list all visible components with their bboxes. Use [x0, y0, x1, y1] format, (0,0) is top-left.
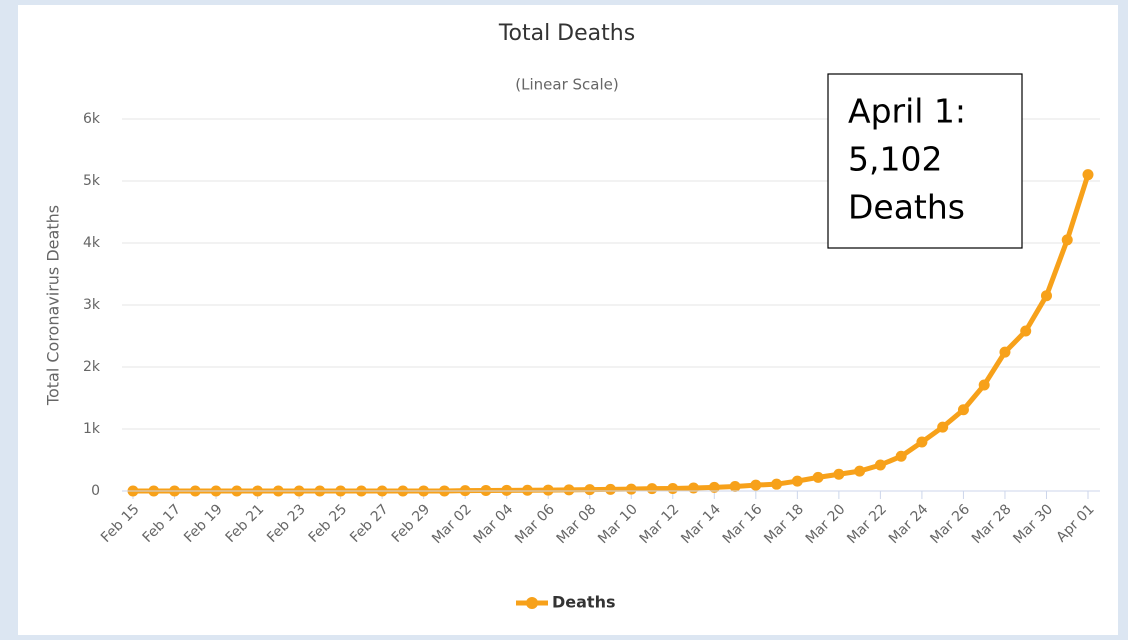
data-point	[791, 475, 803, 487]
data-point	[646, 483, 658, 495]
data-point	[750, 479, 762, 491]
data-point	[688, 482, 700, 494]
data-point	[501, 484, 513, 496]
data-point	[542, 484, 554, 496]
legend-marker	[526, 597, 538, 609]
data-point	[521, 484, 533, 496]
y-tick-label: 2k	[83, 359, 101, 375]
data-point	[563, 484, 575, 496]
data-point	[874, 459, 886, 471]
annotation-text: Deaths	[848, 188, 965, 227]
data-point	[895, 450, 907, 462]
data-point	[812, 471, 824, 483]
y-axis-label: Total Coronavirus Deaths	[44, 205, 63, 406]
y-tick-label: 0	[91, 483, 100, 499]
data-point	[667, 482, 679, 494]
y-tick-label: 6k	[83, 111, 101, 127]
data-point	[1020, 325, 1032, 337]
chart-title: Total Deaths	[498, 21, 635, 46]
data-point	[833, 468, 845, 480]
data-point	[999, 346, 1011, 358]
data-point	[937, 421, 949, 433]
legend-label: Deaths	[552, 593, 616, 612]
y-tick-label: 5k	[83, 173, 101, 189]
data-point	[916, 436, 928, 448]
data-point	[584, 484, 596, 496]
data-point	[1061, 234, 1073, 246]
y-tick-label: 4k	[83, 235, 101, 251]
data-point	[480, 484, 492, 496]
data-point	[1082, 169, 1094, 181]
data-point	[978, 379, 990, 391]
data-point	[729, 480, 741, 492]
data-point	[708, 481, 720, 493]
annotation-text: April 1:	[848, 92, 966, 131]
annotation-box	[827, 73, 1023, 249]
data-point	[625, 483, 637, 495]
chart-subtitle: (Linear Scale)	[515, 76, 618, 94]
data-point	[957, 404, 969, 416]
data-point	[854, 465, 866, 477]
y-tick-label: 3k	[83, 297, 101, 313]
data-point	[1040, 290, 1052, 302]
annotation-text: 5,102	[848, 140, 942, 179]
y-tick-label: 1k	[83, 421, 101, 437]
data-point	[605, 483, 616, 495]
data-point	[771, 478, 783, 490]
